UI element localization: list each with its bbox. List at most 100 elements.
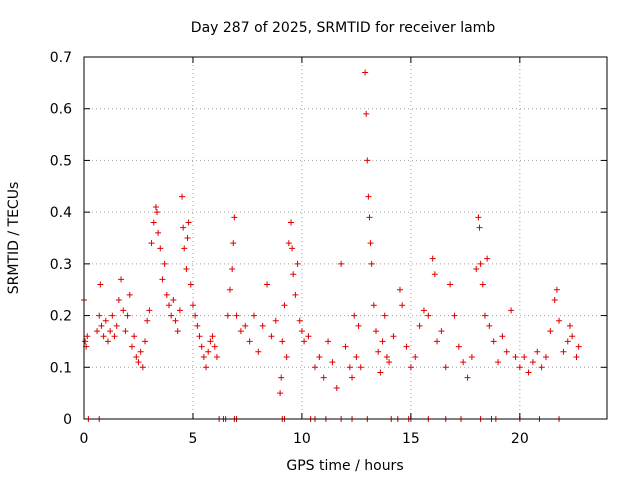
data-point [434,338,441,345]
data-point [311,364,318,371]
data-point [118,276,125,283]
data-point [451,312,458,319]
data-point [316,353,323,360]
data-point [353,353,360,360]
data-point [97,281,104,288]
data-point [447,281,454,288]
data-point [165,302,172,309]
data-point [246,338,253,345]
data-point [283,353,290,360]
data-point [150,219,157,226]
data-point [425,312,432,319]
data-point [290,271,297,278]
data-point [333,384,340,391]
data-point [438,328,445,335]
y-tick-label: 0.3 [50,257,72,273]
data-point [227,286,234,293]
data-point [187,281,194,288]
data-point [475,214,482,221]
data-point [181,245,188,252]
data-point [154,209,161,216]
data-point [416,322,423,329]
data-point [264,281,271,288]
data-point [296,317,303,324]
data-point [113,322,120,329]
data-point [96,312,103,319]
data-point [529,359,536,366]
data-point [242,322,249,329]
data-point [213,353,220,360]
x-tick-label: 10 [293,431,311,447]
chart-title: Day 287 of 2025, SRMTID for receiver lam… [191,20,496,36]
data-point [503,348,510,355]
data-point [403,343,410,350]
data-point [163,291,170,298]
data-point [185,219,192,226]
data-point [98,322,105,329]
y-tick-label: 0.6 [50,102,72,118]
data-point [128,343,135,350]
data-point [525,369,532,376]
x-tick-label: 0 [80,431,89,447]
data-point [512,353,519,360]
data-point [139,364,146,371]
data-point [179,193,186,200]
data-point [473,266,480,273]
data-point [176,307,183,314]
data-point [407,364,414,371]
data-point [486,322,493,329]
data-point [203,364,210,371]
data-point [542,353,549,360]
axis-ticks: 0 0.1 0.2 0.3 0.4 0.5 0.6 0.7 0 5 10 15 20 [50,50,607,447]
data-point [289,245,296,252]
y-tick-label: 0.7 [50,50,72,66]
data-point [170,297,177,304]
data-point [573,353,580,360]
data-points [81,69,582,422]
data-point [277,390,284,397]
data-point [174,328,181,335]
data-point [100,333,107,340]
data-point [564,338,571,345]
data-point [460,359,467,366]
data-point [464,374,471,381]
data-point [102,317,109,324]
data-point [484,255,491,262]
data-point [142,338,149,345]
data-point [399,302,406,309]
x-tick-label: 5 [188,431,197,447]
data-point [111,333,118,340]
y-tick-label: 0.1 [50,360,72,376]
data-point [396,286,403,293]
data-point [351,312,358,319]
data-point [538,364,545,371]
data-point [566,322,573,329]
data-point [390,333,397,340]
data-point [229,266,236,273]
x-tick-label: 20 [511,431,529,447]
data-point [146,307,153,314]
data-point [281,302,288,309]
data-point [298,328,305,335]
data-point [370,302,377,309]
data-point [547,328,554,335]
data-point [362,69,369,76]
data-point [553,286,560,293]
data-point [294,260,301,267]
y-axis-label: SRMTID / TECUs [6,182,22,295]
data-point [490,338,497,345]
data-point [82,338,89,345]
data-point [94,328,101,335]
data-point [349,374,356,381]
data-point [383,353,390,360]
data-point [534,348,541,355]
y-tick-label: 0.4 [50,205,72,221]
data-point [386,359,393,366]
data-point [288,219,295,226]
data-point [373,328,380,335]
data-point [364,157,371,164]
data-point [412,353,419,360]
data-point [346,364,353,371]
data-point [126,291,133,298]
